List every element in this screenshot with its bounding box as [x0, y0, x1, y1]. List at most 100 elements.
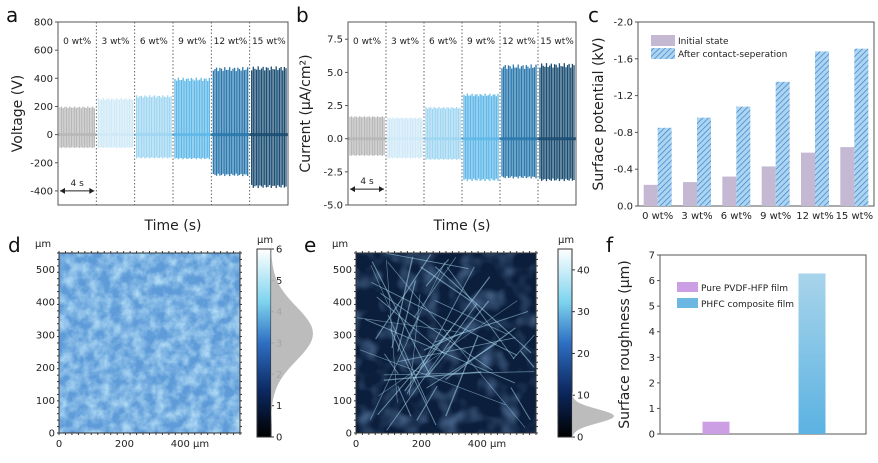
y-tick-label: -2.0: [613, 18, 633, 29]
y-tick-label: 0.0: [327, 134, 343, 145]
x-tick-label: 6 wt%: [721, 211, 752, 222]
panel-label-b: b: [296, 3, 309, 27]
y-axis-title: Current (μA/cm²): [298, 54, 314, 172]
fiber: [445, 335, 479, 417]
segment-label: 12 wt%: [502, 37, 536, 47]
y-tick-label: 400: [36, 298, 55, 309]
y-tick-label: -1.6: [613, 54, 633, 65]
fiber: [386, 303, 478, 431]
chart-a-voltage: 0 wt% 3 wt% 6 wt% 9 wt% 12 wt% 15 wt% 800 600 40…: [10, 18, 289, 234]
fiber: [397, 385, 412, 417]
chart-f-surface-roughness: 0 1 2 3 4 5 6 7 Pure PVDF-HFP film PHFC composite…: [617, 251, 867, 441]
colorbar-tick-label: 0: [577, 433, 583, 444]
fiber: [383, 371, 535, 376]
y-tick-label: 0: [346, 429, 352, 440]
y-tick-label: -2.5: [323, 167, 343, 178]
y-tick-label: 6: [649, 276, 655, 287]
y-tick-label: -5.0: [323, 201, 343, 212]
y-tick-label: 600: [34, 46, 53, 57]
segment-label: 6 wt%: [429, 37, 457, 47]
y-tick-label: -0.4: [613, 165, 633, 176]
y-tick-label: 1: [649, 404, 655, 415]
plot-frame: [347, 21, 577, 206]
y-tick-label: 300: [333, 330, 352, 341]
panel-label-e: e: [304, 233, 316, 257]
x-tick-label: 0: [56, 439, 62, 450]
colorbar: [557, 248, 573, 438]
legend-swatch-composite: [677, 298, 698, 308]
segment-label: 15 wt%: [540, 37, 574, 47]
fiber: [406, 262, 446, 342]
fiber: [425, 258, 450, 287]
segment-label: 12 wt%: [214, 37, 248, 47]
y-unit-label: μm: [35, 239, 51, 250]
y-tick-label: 100: [333, 396, 352, 407]
fiber: [384, 353, 399, 375]
colorbar-tick-label: 0: [276, 433, 282, 444]
fiber: [398, 337, 516, 362]
x-tick-label: 0 wt%: [642, 211, 673, 222]
height-histogram: [271, 242, 313, 425]
bar-initial: [683, 182, 697, 206]
segment-label: 0 wt%: [63, 37, 91, 47]
colorbar-tick-label: 20: [577, 349, 590, 360]
fiber: [397, 280, 417, 352]
colorbar-tick-label: 10: [577, 391, 590, 402]
fiber: [387, 261, 526, 428]
y-axis-title: Surface potential (kV): [591, 37, 607, 190]
y-tick-label: -1.2: [613, 91, 633, 102]
y-axis-title: Voltage (V): [10, 75, 26, 152]
y-tick-label: 500: [333, 265, 352, 276]
x-tick-label: 15 wt%: [836, 211, 874, 222]
y-tick-label: 0: [49, 429, 55, 440]
x-tick-label: 200: [412, 439, 431, 450]
panel-label-d: d: [8, 233, 21, 257]
y-tick-label: 7.5: [327, 35, 343, 46]
panel-label-f: f: [606, 233, 614, 257]
fiber: [389, 328, 437, 426]
afm-map-texture: [59, 253, 240, 433]
bar-after: [815, 51, 829, 206]
bar-after: [775, 81, 790, 206]
y-tick-label: -0.8: [613, 128, 633, 139]
bar-initial: [801, 152, 815, 206]
fiber: [359, 349, 506, 406]
y-tick-label: 4: [649, 327, 655, 338]
bar-roughness: [702, 421, 730, 434]
colorbar-unit: μm: [558, 235, 574, 246]
plot-frame: [659, 254, 867, 435]
y-tick-label: 3: [649, 353, 655, 364]
chart-c-surface-potential: 0 wt% 3 wt% 6 wt% 9 wt% 12 wt% 15 wt% -2.0 -1.6…: [591, 18, 875, 222]
afm-map-texture: [356, 253, 536, 433]
bar-initial: [761, 166, 776, 206]
segment-label: 3 wt%: [101, 37, 129, 47]
bar-after: [736, 106, 751, 206]
panel-label-a: a: [6, 3, 18, 27]
y-tick-label: -200: [30, 158, 53, 169]
bar-initial: [840, 147, 855, 206]
fiber: [426, 343, 498, 389]
y-axis-title: Surface roughness (μm): [617, 260, 633, 428]
colorbar-tick-label: 40: [577, 265, 590, 276]
x-axis-title: Time (s): [144, 218, 202, 234]
x-tick-label: 400 μm: [468, 439, 506, 450]
x-tick-label: 9 wt%: [760, 211, 791, 222]
y-tick-label: 0: [47, 130, 53, 141]
colorbar: [256, 248, 272, 438]
y-tick-label: 300: [36, 330, 55, 341]
bar-after: [697, 117, 711, 206]
y-tick-label: 200: [34, 102, 53, 113]
scale-bar-label: 4 s: [71, 179, 85, 189]
fiber: [446, 266, 515, 360]
colorbar-tick-label: 30: [577, 307, 590, 318]
colorbar-tick-label: 1: [276, 401, 282, 412]
legend-label-initial: Initial state: [678, 37, 729, 47]
fiber: [426, 300, 490, 377]
y-tick-label: 200: [333, 363, 352, 374]
plot-frame: [637, 21, 875, 207]
fiber: [510, 387, 531, 421]
scale-bar-label: 4 s: [360, 177, 374, 187]
segment-label: 9 wt%: [467, 37, 495, 47]
fiber: [434, 311, 529, 343]
